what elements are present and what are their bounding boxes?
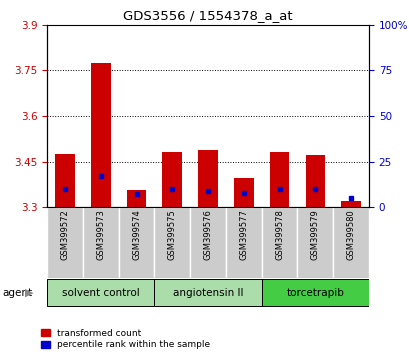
Text: GSM399572: GSM399572 [61, 209, 70, 260]
Bar [91, 63, 110, 207]
Bar [340, 201, 360, 207]
Text: GSM399576: GSM399576 [203, 209, 212, 260]
Bar [305, 155, 324, 207]
Bar [190, 207, 225, 278]
Bar [154, 207, 190, 278]
Text: GSM399577: GSM399577 [239, 209, 248, 260]
Bar [234, 178, 253, 207]
Text: solvent control: solvent control [62, 288, 139, 298]
Text: torcetrapib: torcetrapib [286, 288, 344, 298]
Bar [47, 207, 83, 278]
Text: GSM399579: GSM399579 [310, 209, 319, 260]
Bar [333, 207, 368, 278]
Bar [162, 152, 182, 207]
Text: GSM399574: GSM399574 [132, 209, 141, 260]
Bar [126, 190, 146, 207]
Bar [198, 150, 217, 207]
Bar [118, 207, 154, 278]
Text: angiotensin II: angiotensin II [173, 288, 243, 298]
Text: GSM399575: GSM399575 [167, 209, 176, 260]
Bar [297, 207, 333, 278]
Text: GSM399580: GSM399580 [346, 209, 355, 260]
Bar [47, 279, 154, 307]
Text: GSM399578: GSM399578 [274, 209, 283, 260]
Bar [154, 279, 261, 307]
Bar [261, 207, 297, 278]
Text: agent: agent [2, 288, 32, 298]
Bar [55, 154, 75, 207]
Bar [225, 207, 261, 278]
Text: ▶: ▶ [25, 288, 34, 298]
Bar [261, 279, 368, 307]
Text: GSM399573: GSM399573 [96, 209, 105, 260]
Bar [269, 152, 289, 207]
Bar [83, 207, 118, 278]
Title: GDS3556 / 1554378_a_at: GDS3556 / 1554378_a_at [123, 9, 292, 22]
Legend: transformed count, percentile rank within the sample: transformed count, percentile rank withi… [41, 329, 209, 349]
